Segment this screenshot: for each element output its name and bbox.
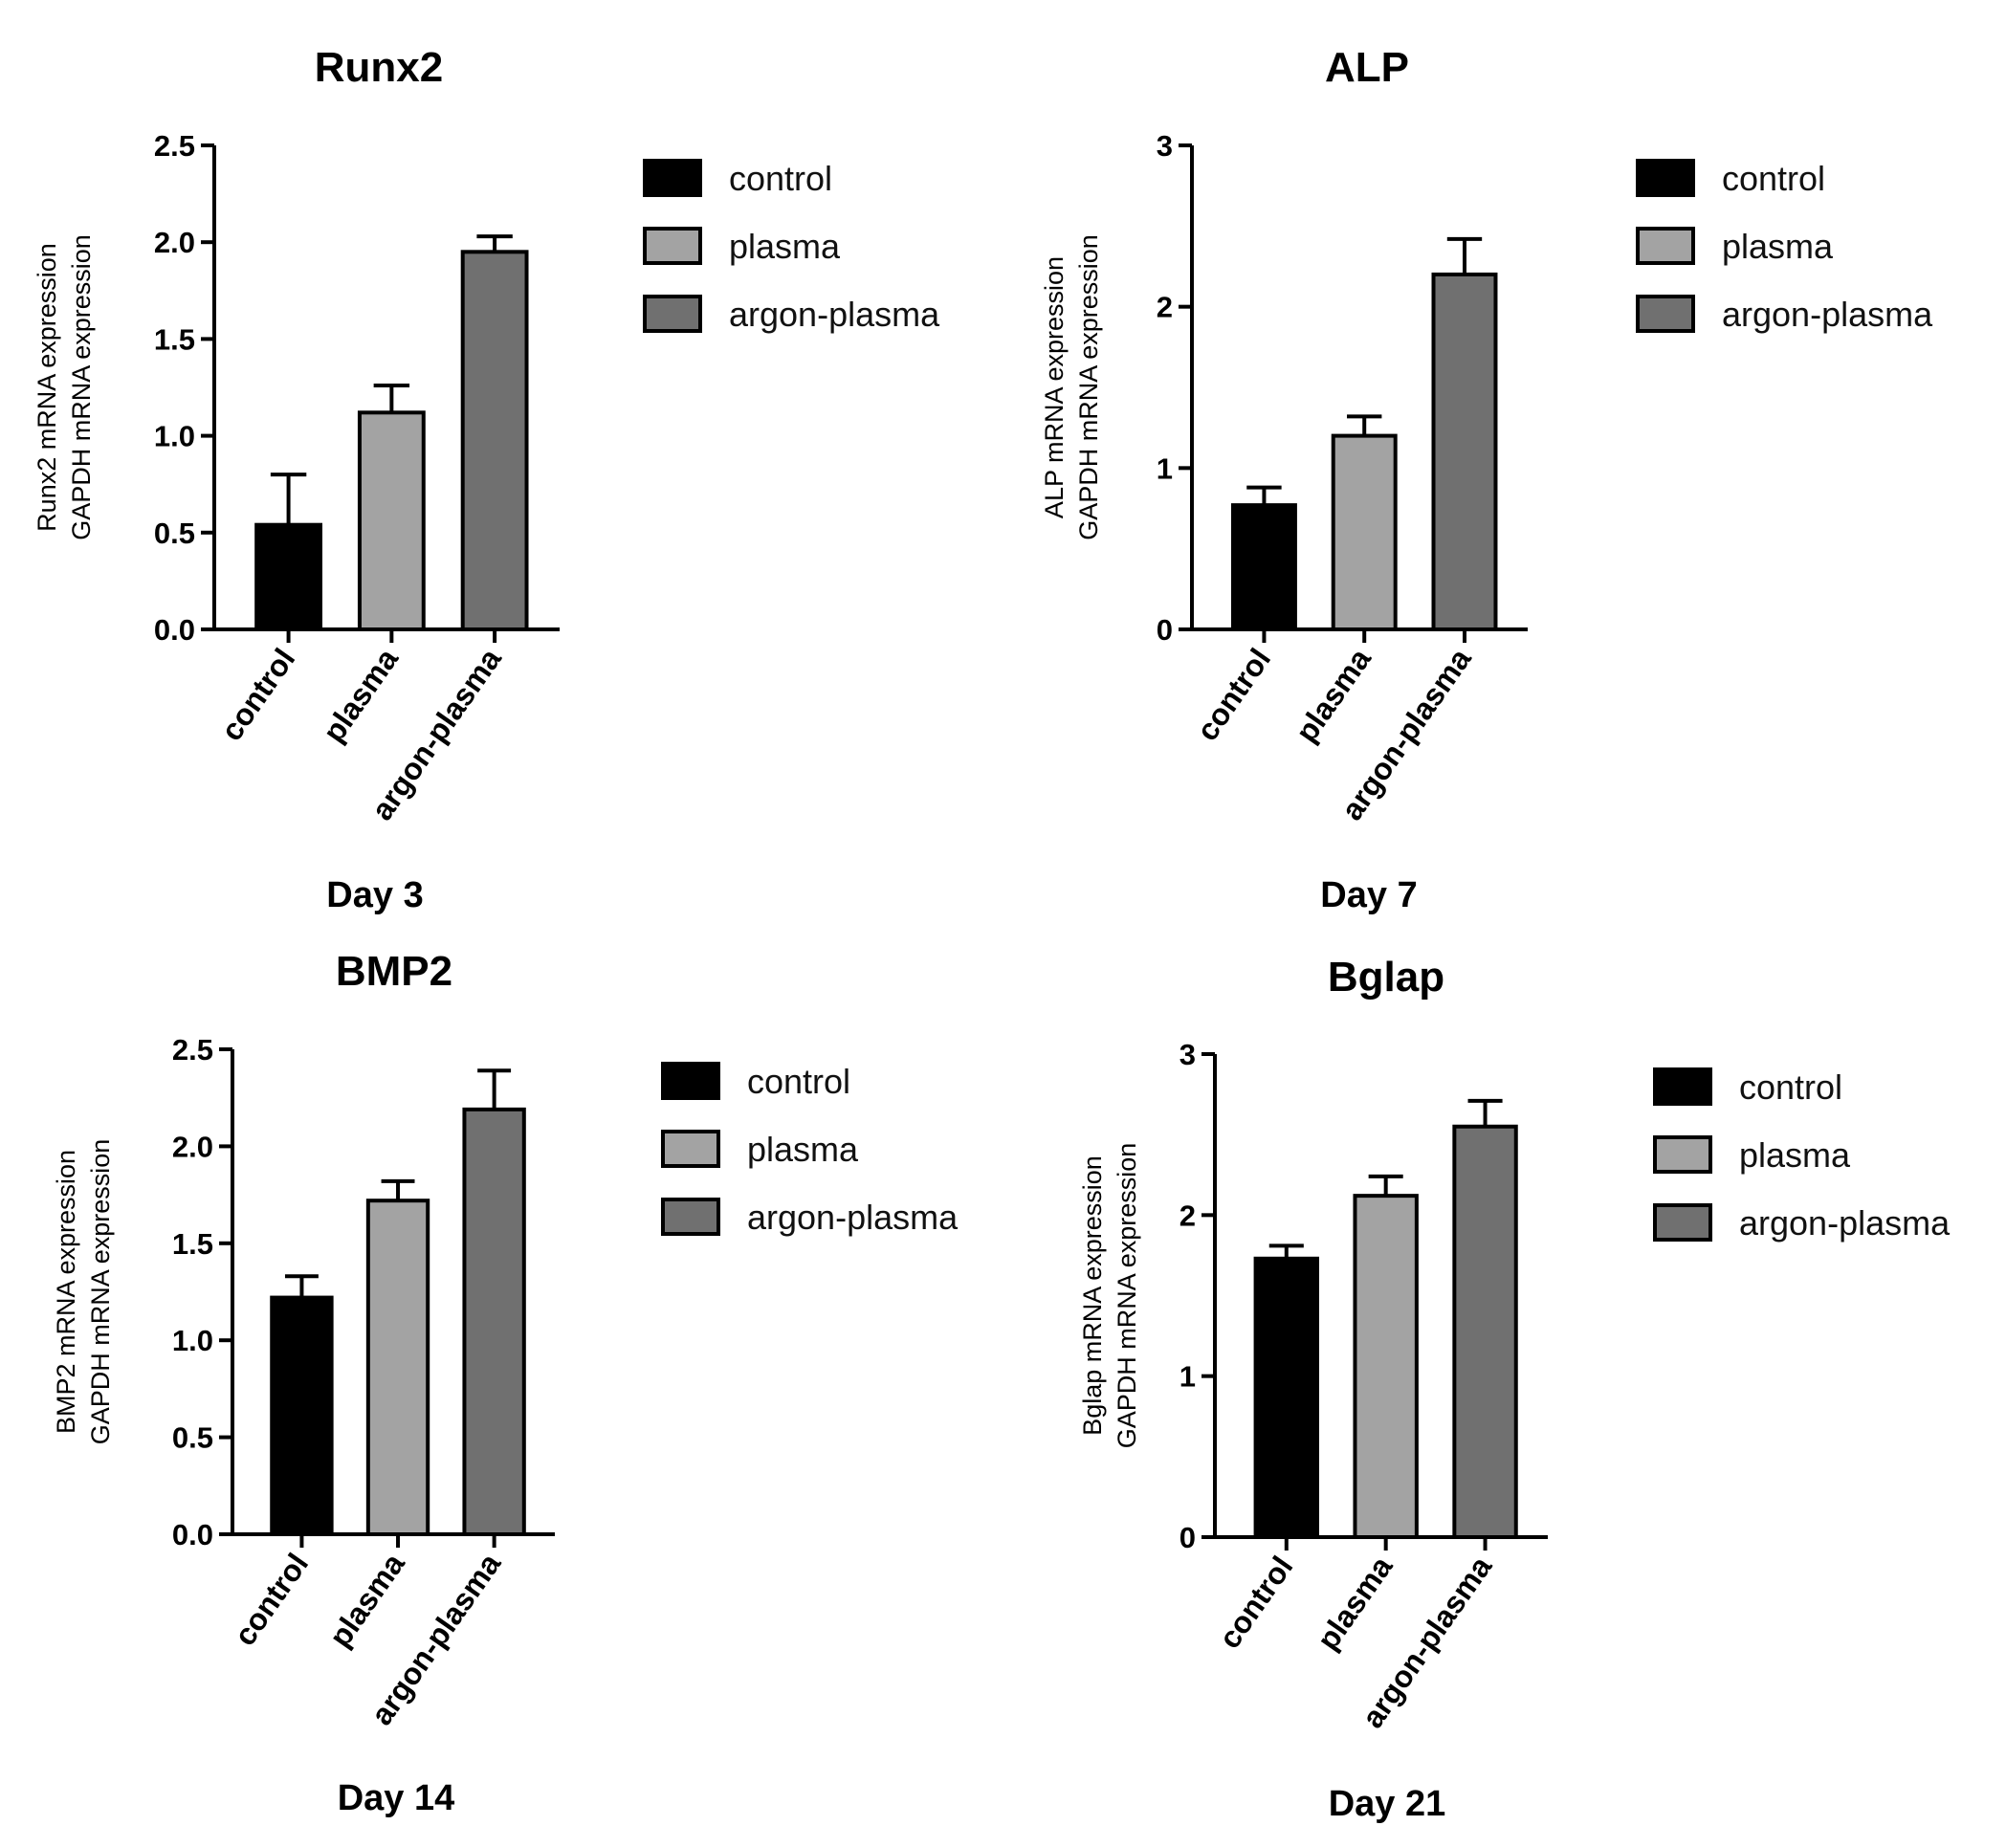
y-axis-label: ALP mRNA expression	[1040, 256, 1069, 518]
y-tick-label: 3	[1179, 1038, 1196, 1071]
y-axis-label: Runx2 mRNA expression	[33, 243, 61, 532]
x-tick-label-plasma: plasma	[322, 1547, 411, 1653]
x-tick-label-control: control	[1212, 1550, 1300, 1654]
y-axis-label: GAPDH mRNA expression	[1113, 1143, 1141, 1449]
x-tick-label-control: control	[214, 642, 302, 746]
legend-swatch-argon-plasma	[661, 1198, 720, 1236]
bar-plasma	[1353, 1194, 1419, 1539]
x-tick-label-plasma: plasma	[316, 642, 405, 748]
chart-bglap: Bglap Bglap mRNA expression GAPDH mRNA exp…	[1078, 954, 1951, 1824]
legend-label-argon-plasma: argon-plasma	[1739, 1203, 1951, 1243]
y-axis-label: GAPDH mRNA expression	[67, 234, 96, 540]
y-tick-label: 1	[1157, 451, 1173, 485]
legend-swatch-argon-plasma	[643, 295, 702, 333]
bar-control	[270, 1295, 334, 1537]
legend-swatch-control	[661, 1062, 720, 1100]
y-tick-label: 1.0	[172, 1324, 213, 1357]
y-axis-label: GAPDH mRNA expression	[86, 1139, 115, 1445]
legend-swatch-control	[1636, 159, 1695, 197]
legend-label-plasma: plasma	[747, 1130, 859, 1169]
bar-argon-plasma	[462, 1107, 526, 1536]
chart-title: Runx2	[315, 44, 443, 91]
y-tick-label: 0.5	[172, 1421, 213, 1455]
bar-plasma	[1331, 433, 1398, 631]
y-axis-label: GAPDH mRNA expression	[1074, 234, 1103, 540]
x-axis-caption: Day 3	[326, 875, 423, 915]
chart-alp: ALP ALP mRNA expression GAPDH mRNA express…	[1040, 44, 1933, 915]
legend-label-argon-plasma: argon-plasma	[729, 295, 940, 334]
legend-label-plasma: plasma	[729, 227, 841, 266]
y-tick-label: 1	[1179, 1360, 1196, 1394]
y-axis-label: Bglap mRNA expression	[1078, 1155, 1107, 1436]
legend-swatch-plasma	[1636, 227, 1695, 265]
bar-plasma	[357, 410, 426, 632]
x-tick-label-control: control	[1189, 642, 1277, 746]
y-tick-label: 0	[1179, 1521, 1196, 1554]
chart-runx2: Runx2 Runx2 mRNA expression GAPDH mRNA exp…	[33, 44, 940, 915]
chart-title: Bglap	[1328, 954, 1444, 1001]
bar-plasma	[365, 1199, 430, 1536]
y-tick-label: 2.0	[172, 1130, 213, 1163]
y-tick-label: 2.5	[172, 1033, 213, 1067]
y-tick-label: 1.5	[154, 322, 195, 356]
y-tick-label: 2.5	[154, 129, 195, 163]
x-tick-label-plasma: plasma	[1289, 642, 1378, 748]
legend-swatch-plasma	[1653, 1135, 1712, 1174]
x-tick-label-control: control	[227, 1547, 315, 1651]
legend-label-argon-plasma: argon-plasma	[1722, 295, 1933, 334]
x-axis-caption: Day 14	[338, 1778, 455, 1818]
bar-control	[1253, 1256, 1319, 1539]
legend-label-control: control	[729, 159, 832, 198]
chart-title: ALP	[1325, 44, 1409, 91]
legend-label-control: control	[747, 1062, 850, 1101]
legend-swatch-argon-plasma	[1653, 1203, 1712, 1242]
y-tick-label: 1.0	[154, 420, 195, 453]
x-axis-caption: Day 21	[1329, 1784, 1446, 1824]
bar-argon-plasma	[1452, 1124, 1518, 1539]
y-tick-label: 2	[1157, 291, 1173, 324]
y-tick-label: 1.5	[172, 1227, 213, 1261]
y-tick-label: 0.0	[154, 613, 195, 647]
legend-swatch-plasma	[643, 227, 702, 265]
chart-title: BMP2	[336, 948, 452, 995]
y-tick-label: 0.0	[172, 1518, 213, 1551]
legend-label-plasma: plasma	[1739, 1135, 1851, 1175]
legend-label-control: control	[1739, 1067, 1842, 1107]
x-tick-label-plasma: plasma	[1311, 1550, 1400, 1656]
bar-control	[254, 522, 322, 631]
y-axis-label: BMP2 mRNA expression	[52, 1150, 80, 1434]
x-axis-caption: Day 7	[1320, 875, 1417, 915]
legend-label-plasma: plasma	[1722, 227, 1834, 266]
bar-argon-plasma	[1431, 272, 1498, 631]
y-tick-label: 3	[1157, 129, 1173, 163]
legend-swatch-control	[1653, 1067, 1712, 1106]
y-tick-label: 2.0	[154, 226, 195, 259]
legend-swatch-plasma	[661, 1130, 720, 1168]
bar-argon-plasma	[460, 250, 529, 631]
legend-label-control: control	[1722, 159, 1825, 198]
chart-bmp2: BMP2 BMP2 mRNA expression GAPDH mRNA expre…	[52, 948, 959, 1818]
legend-swatch-argon-plasma	[1636, 295, 1695, 333]
legend-label-argon-plasma: argon-plasma	[747, 1198, 959, 1237]
legend-swatch-control	[643, 159, 702, 197]
bar-control	[1230, 503, 1297, 631]
y-tick-label: 0	[1157, 613, 1173, 647]
y-tick-label: 2	[1179, 1199, 1196, 1232]
y-tick-label: 0.5	[154, 517, 195, 550]
